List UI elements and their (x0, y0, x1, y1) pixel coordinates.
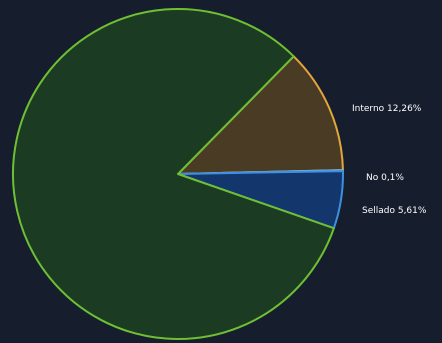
slice-label-interno: Interno 12,26% (352, 104, 422, 114)
pie-slices (12, 7, 344, 340)
slice-label-no: No 0,1% (366, 173, 404, 183)
pie-slice-interno (177, 55, 344, 175)
slice-label-sellado: Sellado 5,61% (362, 206, 427, 216)
pie-labels: Interno 12,26% No 0,1% Sellado 5,61% (352, 104, 427, 216)
pie-slice-other (12, 7, 335, 340)
